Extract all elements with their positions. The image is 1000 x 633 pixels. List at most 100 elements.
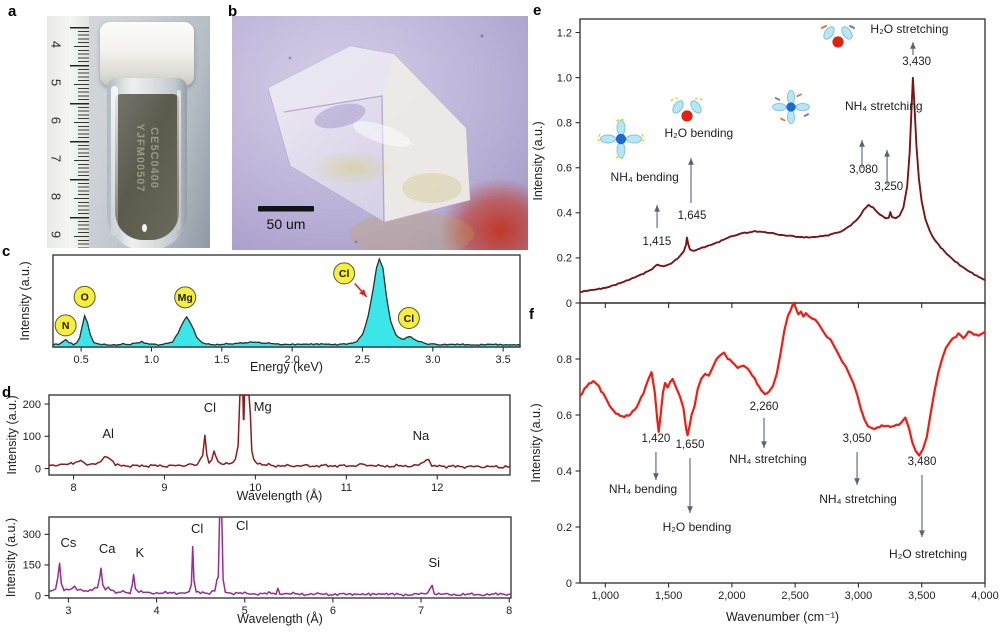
e-y-axis-label: Intensity (a.u.) <box>531 121 545 200</box>
wds-spectrum-bottom-chart: 3 4 5 6 7 8 0 150 300 Wavelength (Å) Intensity (a.… <box>4 516 512 626</box>
c-x-axis-label: Energy (keV) <box>250 360 323 374</box>
arrowhead <box>859 140 865 147</box>
arrowhead <box>854 478 860 485</box>
element-label: Mg <box>254 399 272 414</box>
mode-annotation: NH₄ stretching <box>729 452 807 466</box>
spectrum-curve <box>580 76 986 293</box>
x-tick-label: 1.5 <box>214 354 229 366</box>
x-tick-label: 4,000 <box>971 590 999 602</box>
arrowhead <box>653 473 659 480</box>
spectrum-area <box>52 257 521 348</box>
h2o-molecule-icon <box>820 23 856 53</box>
eds-spectrum-chart: 0.5 1.0 1.5 2.0 2.5 3.0 3.5 Energy (keV) Intensi… <box>18 254 521 374</box>
wavenumber-label: 1,645 <box>678 210 707 222</box>
mode-annotation: NH₄ stretching <box>845 99 923 113</box>
glass-highlight <box>177 90 181 230</box>
element-badge <box>54 314 77 337</box>
panel-label-e: e <box>533 2 542 19</box>
y-tick-label: 200 <box>23 399 41 411</box>
x-tick-label: 4 <box>154 605 160 617</box>
speck <box>288 56 292 60</box>
x-tick-label: 3 <box>65 605 71 617</box>
crystal-right-facet <box>382 54 470 222</box>
element-label: Cl <box>204 400 216 415</box>
d2-y-axis-label: Intensity (a.u.) <box>4 518 18 597</box>
element-label: Cl <box>236 518 248 533</box>
x-tick-label: 2.0 <box>284 354 299 366</box>
vial-engraving-line2: YJFM00507 <box>134 123 146 193</box>
x-tick-label: 11 <box>341 482 352 494</box>
crystal-micrograph: 50 um <box>232 16 528 250</box>
panel-label-f: f <box>529 306 534 323</box>
powder-sample <box>115 94 179 240</box>
x-tick-label: 2,500 <box>781 590 809 602</box>
d1-y-axis-label: Intensity (a.u.) <box>5 395 19 474</box>
purple-tint <box>314 103 366 129</box>
arrowhead <box>761 441 767 449</box>
ruler-number: 8 <box>48 192 64 201</box>
wds-spectrum-top-chart: 8 9 10 11 12 0 100 200 Wavelength (Å) Intensity (… <box>5 394 511 503</box>
element-label: Al <box>102 426 114 441</box>
mode-annotation: H₂O bending <box>664 126 733 140</box>
c-plot-frame <box>52 254 521 348</box>
h2o-molecule-icon <box>669 97 705 127</box>
ruler-number: 4 <box>48 40 64 49</box>
d1-plot-frame <box>48 394 511 476</box>
wavenumber-label: 3,430 <box>902 56 931 68</box>
arrowhead <box>884 149 890 157</box>
vial-engraving: CE5C0400 YJFM00507 <box>133 88 161 228</box>
y-tick-label: 0.2 <box>557 253 572 265</box>
mode-annotation: NH₄ stretching <box>819 492 897 506</box>
mode-annotation: H₂O bending <box>663 520 732 534</box>
arrowhead <box>688 158 694 165</box>
element-badge-label: O <box>81 292 89 304</box>
wavenumber-label: 2,260 <box>750 401 779 413</box>
x-tick-label: 12 <box>431 482 443 494</box>
mode-annotation: NH₄ bending <box>609 482 677 496</box>
ruler: 4 5 6 7 8 9 <box>47 16 89 248</box>
nh4-molecule-icon <box>597 118 645 160</box>
element-badge <box>333 262 356 285</box>
element-label: Cl <box>191 521 203 536</box>
arrowhead <box>654 204 660 212</box>
y-tick-label: 1.0 <box>557 72 572 84</box>
ruler-major-ticks <box>70 27 89 248</box>
x-tick-label: 8 <box>506 605 512 617</box>
ir-spectrum-e-chart: 0 0.2 0.4 0.6 0.8 1.0 1.2 Intensity (a.u.) NH₄ b… <box>531 18 986 310</box>
x-tick-label: 6 <box>330 605 336 617</box>
mode-annotation: H₂O stretching <box>870 22 948 36</box>
wavenumber-label: 1,650 <box>676 439 705 451</box>
element-badge <box>73 285 96 308</box>
ruler-number: 6 <box>48 116 64 125</box>
y-tick-label: 150 <box>23 560 41 572</box>
nh4-molecule-icon <box>770 89 812 125</box>
arrowhead <box>687 506 693 513</box>
y-tick-label: 0.4 <box>557 208 572 220</box>
yellow-tint <box>402 173 462 203</box>
x-tick-label: 1,000 <box>592 590 620 602</box>
element-badge-label: Mg <box>178 292 193 304</box>
x-tick-label: 8 <box>70 482 76 494</box>
y-tick-label: 0.8 <box>557 354 572 366</box>
element-label: Ca <box>99 541 116 556</box>
vial-engraving-line1: CE5C0400 <box>148 127 160 189</box>
x-tick-label: 10 <box>249 482 261 494</box>
x-tick-label: 7 <box>418 605 424 617</box>
element-label: Cs <box>60 535 76 550</box>
y-tick-label: 0 <box>566 298 572 310</box>
f-y-axis-label: Intensity (a.u.) <box>529 403 543 482</box>
y-tick-label: 0.8 <box>557 117 572 129</box>
y-tick-label: 0 <box>566 578 572 590</box>
f-plot-frame <box>579 302 986 584</box>
arrowhead <box>359 289 367 297</box>
wavenumber-label: 1,420 <box>642 433 671 445</box>
y-tick-label: 300 <box>23 529 41 541</box>
y-tick-label: 100 <box>23 431 41 443</box>
mode-annotation: H₂O stretching <box>889 547 967 561</box>
wavenumber-label: 1,415 <box>643 236 672 248</box>
mode-annotation: NH₄ bending <box>611 170 679 184</box>
wavenumber-label: 3,080 <box>849 164 878 176</box>
crystal-top-facet <box>268 46 394 112</box>
yellow-tint <box>350 212 474 250</box>
